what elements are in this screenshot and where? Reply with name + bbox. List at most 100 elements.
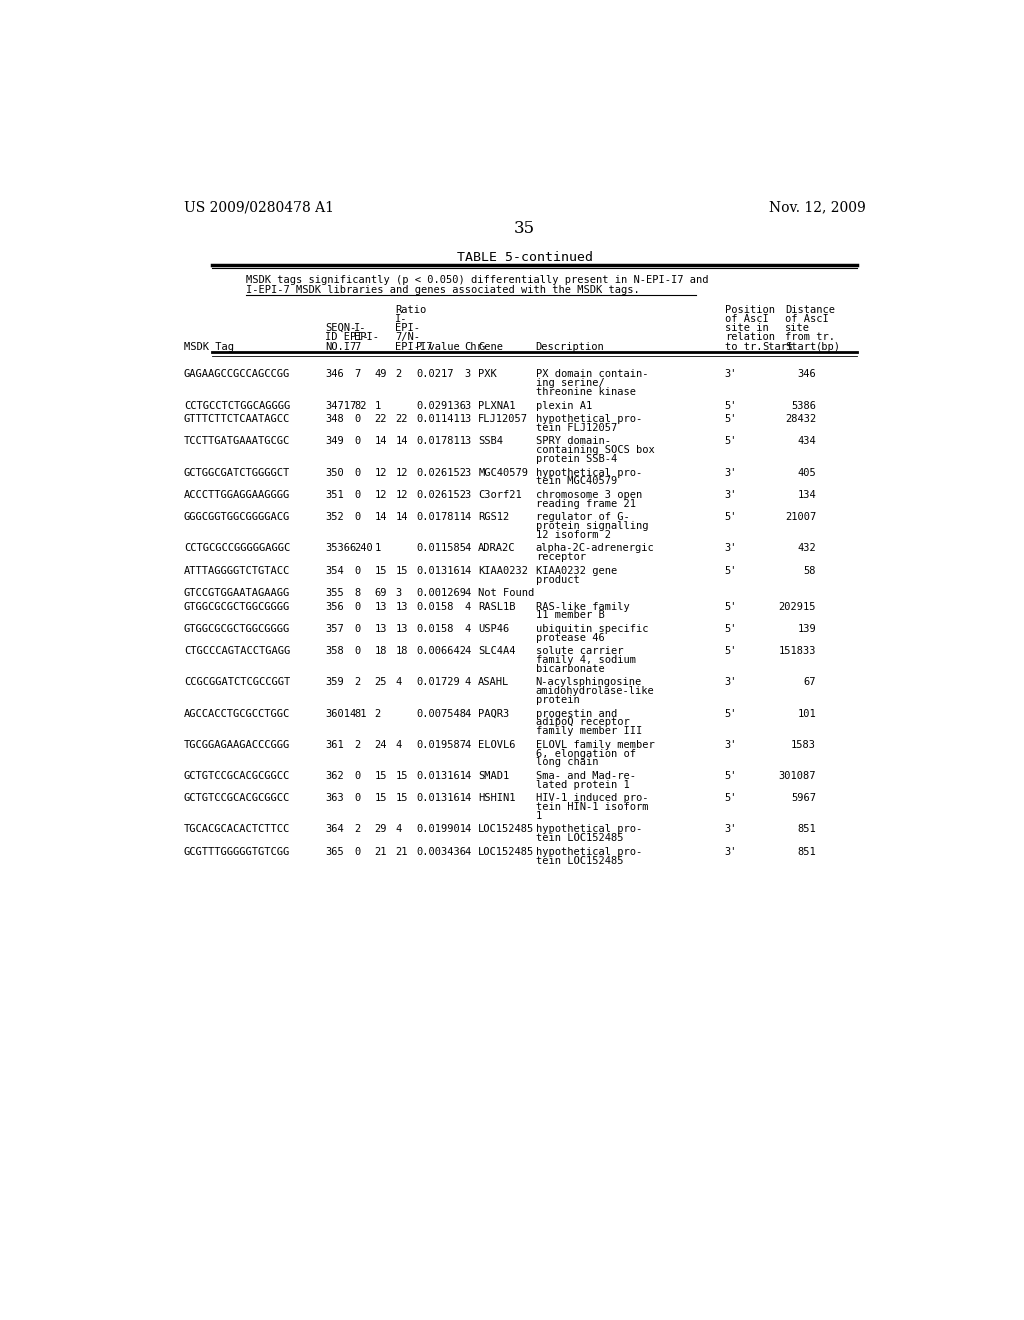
Text: ubiquitin specific: ubiquitin specific: [536, 624, 648, 634]
Text: ATTTAGGGGTCTGTACC: ATTTAGGGGTCTGTACC: [183, 566, 290, 576]
Text: 1: 1: [536, 810, 542, 821]
Text: 13: 13: [375, 602, 387, 611]
Text: 3: 3: [464, 414, 471, 424]
Text: 350: 350: [325, 467, 344, 478]
Text: 3': 3': [725, 490, 737, 500]
Text: 4: 4: [395, 677, 401, 688]
Text: 301087: 301087: [778, 771, 816, 781]
Text: hypothetical pro-: hypothetical pro-: [536, 825, 642, 834]
Text: 4: 4: [464, 602, 471, 611]
Text: alpha-2C-adrenergic: alpha-2C-adrenergic: [536, 544, 654, 553]
Text: lated protein 1: lated protein 1: [536, 780, 630, 789]
Text: 349: 349: [325, 437, 344, 446]
Text: 3: 3: [395, 589, 401, 598]
Text: 7: 7: [354, 342, 360, 351]
Text: 0: 0: [354, 490, 360, 500]
Text: SEQN-: SEQN-: [325, 323, 356, 333]
Text: 0.017811: 0.017811: [417, 437, 466, 446]
Text: 0.029136: 0.029136: [417, 400, 466, 411]
Text: 348: 348: [325, 414, 344, 424]
Text: SPRY domain-: SPRY domain-: [536, 437, 610, 446]
Text: 356: 356: [325, 602, 344, 611]
Text: 0: 0: [354, 467, 360, 478]
Text: 2: 2: [354, 677, 360, 688]
Text: 82: 82: [354, 400, 367, 411]
Text: 13: 13: [395, 624, 408, 634]
Text: 0.007548: 0.007548: [417, 709, 466, 718]
Text: RAS-like family: RAS-like family: [536, 602, 630, 611]
Text: product: product: [536, 574, 580, 585]
Text: 5': 5': [725, 400, 737, 411]
Text: TCCTTGATGAAATGCGC: TCCTTGATGAAATGCGC: [183, 437, 290, 446]
Text: site in: site in: [725, 323, 768, 333]
Text: Position: Position: [725, 305, 775, 314]
Text: of AscI: of AscI: [785, 314, 829, 323]
Text: 0.006642: 0.006642: [417, 647, 466, 656]
Text: 0: 0: [354, 847, 360, 857]
Text: PXK: PXK: [478, 370, 497, 379]
Text: 3': 3': [725, 467, 737, 478]
Text: 28432: 28432: [785, 414, 816, 424]
Text: 3': 3': [725, 677, 737, 688]
Text: 0.0158: 0.0158: [417, 624, 454, 634]
Text: Start: Start: [762, 342, 794, 351]
Text: 0.011585: 0.011585: [417, 544, 466, 553]
Text: of AscI: of AscI: [725, 314, 768, 323]
Text: 35366: 35366: [325, 544, 356, 553]
Text: 67: 67: [804, 677, 816, 688]
Text: EPI-: EPI-: [395, 323, 421, 333]
Text: GCTGTCCGCACGCGGCC: GCTGTCCGCACGCGGCC: [183, 793, 290, 804]
Text: 12: 12: [375, 490, 387, 500]
Text: progestin and: progestin and: [536, 709, 616, 718]
Text: MSDK tags significantly (p < 0.050) differentially present in N-EPI-I7 and: MSDK tags significantly (p < 0.050) diff…: [246, 276, 709, 285]
Text: 0: 0: [354, 647, 360, 656]
Text: 5': 5': [725, 771, 737, 781]
Text: 4: 4: [464, 825, 471, 834]
Text: I-EPI-7 MSDK libraries and genes associated with the MSDK tags.: I-EPI-7 MSDK libraries and genes associa…: [246, 285, 640, 294]
Text: 13: 13: [375, 624, 387, 634]
Text: protein SSB-4: protein SSB-4: [536, 454, 616, 465]
Text: tein LOC152485: tein LOC152485: [536, 855, 624, 866]
Text: 58: 58: [804, 566, 816, 576]
Text: 0.013161: 0.013161: [417, 566, 466, 576]
Text: 432: 432: [798, 544, 816, 553]
Text: Gene: Gene: [478, 342, 504, 351]
Text: US 2009/0280478 A1: US 2009/0280478 A1: [183, 201, 334, 215]
Text: EPI-I7: EPI-I7: [395, 342, 433, 351]
Text: 2: 2: [395, 370, 401, 379]
Text: 7: 7: [354, 370, 360, 379]
Text: 0: 0: [354, 437, 360, 446]
Text: receptor: receptor: [536, 552, 586, 562]
Text: TABLE 5-continued: TABLE 5-continued: [457, 251, 593, 264]
Text: 8: 8: [354, 589, 360, 598]
Text: 362: 362: [325, 771, 344, 781]
Text: 4: 4: [464, 739, 471, 750]
Text: 1583: 1583: [792, 739, 816, 750]
Text: 3': 3': [725, 370, 737, 379]
Text: 5': 5': [725, 793, 737, 804]
Text: SSB4: SSB4: [478, 437, 504, 446]
Text: 202915: 202915: [778, 602, 816, 611]
Text: Not Found: Not Found: [478, 589, 535, 598]
Text: 69: 69: [375, 589, 387, 598]
Text: 0: 0: [354, 771, 360, 781]
Text: 851: 851: [798, 847, 816, 857]
Text: 21: 21: [395, 847, 408, 857]
Text: 851: 851: [798, 825, 816, 834]
Text: 0: 0: [354, 793, 360, 804]
Text: GGGCGGTGGCGGGGACG: GGGCGGTGGCGGGGACG: [183, 512, 290, 523]
Text: LOC152485: LOC152485: [478, 847, 535, 857]
Text: 0.019587: 0.019587: [417, 739, 466, 750]
Text: 13: 13: [395, 602, 408, 611]
Text: I-: I-: [354, 323, 367, 333]
Text: 354: 354: [325, 566, 344, 576]
Text: protease 46: protease 46: [536, 632, 604, 643]
Text: HIV-1 induced pro-: HIV-1 induced pro-: [536, 793, 648, 804]
Text: TGCACGCACACTCTTCC: TGCACGCACACTCTTCC: [183, 825, 290, 834]
Text: 5': 5': [725, 414, 737, 424]
Text: GTGGCGCGCTGGCGGGG: GTGGCGCGCTGGCGGGG: [183, 624, 290, 634]
Text: RASL1B: RASL1B: [478, 602, 516, 611]
Text: 4: 4: [464, 709, 471, 718]
Text: TGCGGAGAAGACCCGGG: TGCGGAGAAGACCCGGG: [183, 739, 290, 750]
Text: Description: Description: [536, 342, 604, 351]
